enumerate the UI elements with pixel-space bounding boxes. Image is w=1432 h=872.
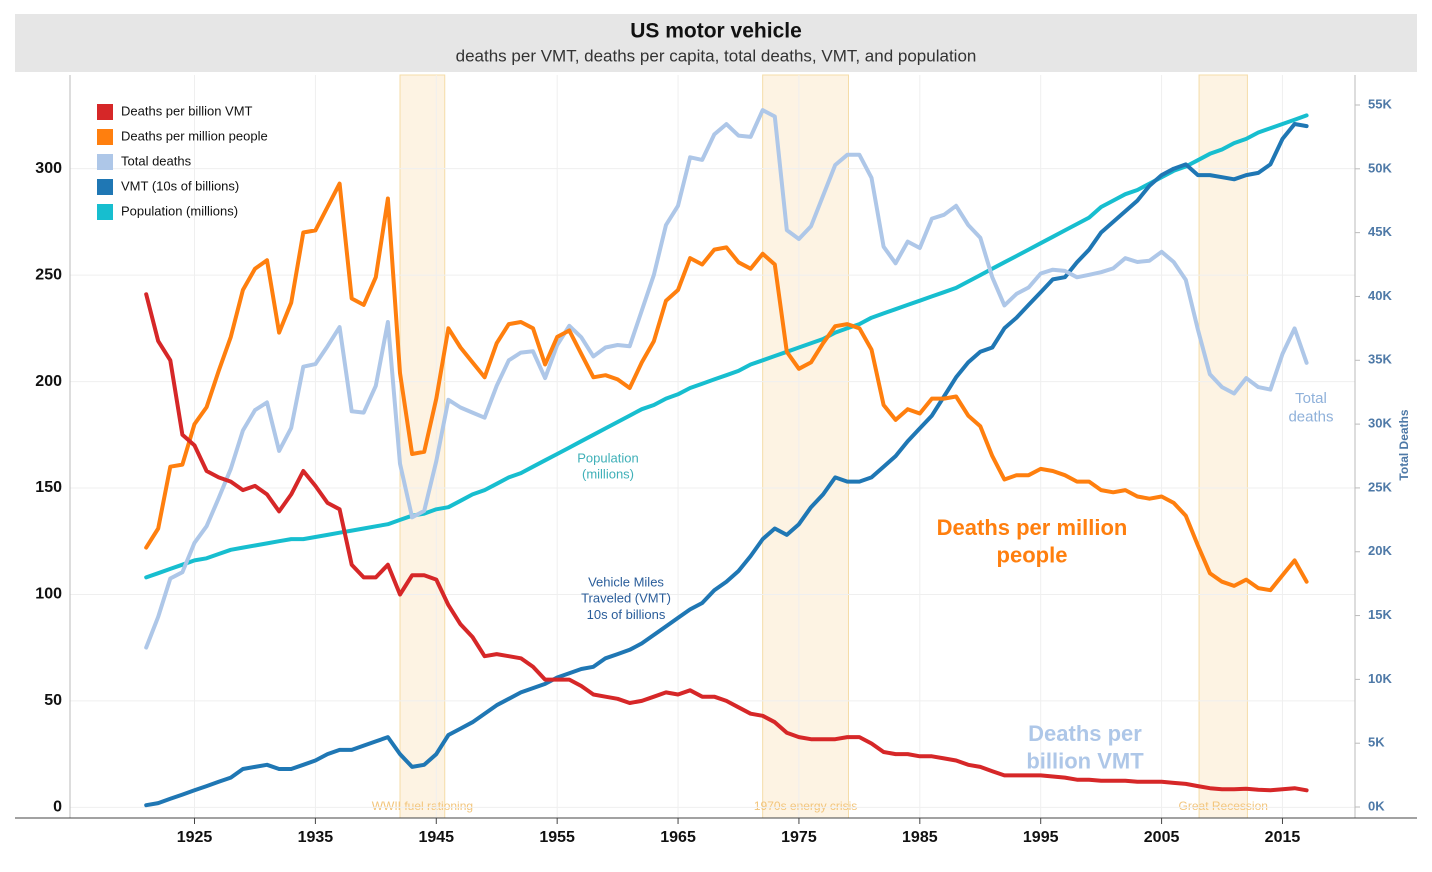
shaded-period-label: Great Recession	[1179, 799, 1268, 813]
x-tick-label: 1975	[781, 829, 817, 846]
y-tick-label: 200	[35, 373, 62, 390]
shaded-period	[762, 74, 849, 819]
y2-tick-label: 0K	[1368, 798, 1385, 813]
y2-tick-label: 25K	[1368, 479, 1392, 494]
chart-subtitle: deaths per VMT, deaths per capita, total…	[456, 46, 977, 65]
series-line	[144, 108, 1309, 650]
y-tick-label: 100	[35, 586, 62, 603]
shaded-period-label: 1970s energy crisis	[754, 799, 857, 813]
series-line	[144, 292, 1309, 793]
series-inline-label: Traveled (VMT)	[581, 591, 671, 606]
legend-swatch	[97, 204, 113, 220]
y-tick-label: 150	[35, 479, 62, 496]
y2-tick-label: 10K	[1368, 671, 1392, 686]
y2-tick-label: 5K	[1368, 735, 1385, 750]
series-inline-label: 10s of billions	[587, 607, 666, 622]
series-line	[144, 181, 1309, 593]
shaded-period	[1198, 74, 1248, 819]
x-tick-label: 1985	[902, 829, 938, 846]
legend-label: Population (millions)	[121, 203, 238, 218]
series-inline-label: people	[997, 542, 1068, 567]
legend-swatch	[97, 104, 113, 120]
series-inline-label: Total	[1295, 390, 1327, 407]
legend-label: Deaths per million people	[121, 128, 268, 143]
y-tick-label: 0	[53, 799, 62, 816]
x-tick-label: 2015	[1265, 829, 1301, 846]
legend-label: VMT (10s of billions)	[121, 178, 239, 193]
legend-label: Deaths per billion VMT	[121, 103, 253, 118]
y-tick-label: 250	[35, 266, 62, 283]
y2-tick-label: 35K	[1368, 352, 1392, 367]
x-tick-label: 1945	[418, 829, 454, 846]
shaded-period-label: WWII fuel rationing	[372, 799, 473, 813]
x-tick-label: 1995	[1023, 829, 1059, 846]
series-inline-label: (millions)	[582, 467, 634, 482]
y-tick-label: 300	[35, 160, 62, 177]
legend-swatch	[97, 129, 113, 145]
y2-tick-label: 40K	[1368, 288, 1392, 303]
chart-title: US motor vehicle	[630, 20, 802, 43]
y2-tick-label: 30K	[1368, 416, 1392, 431]
series-inline-label: deaths	[1288, 409, 1333, 426]
series-inline-label: Population	[577, 450, 638, 465]
y2-tick-label: 20K	[1368, 543, 1392, 558]
legend-label: Total deaths	[121, 153, 192, 168]
y-tick-label: 50	[44, 692, 62, 709]
x-tick-label: 1925	[177, 829, 213, 846]
series-inline-label: Vehicle Miles	[588, 574, 664, 589]
legend-swatch	[97, 154, 113, 170]
x-tick-label: 2005	[1144, 829, 1180, 846]
y2-tick-label: 55K	[1368, 96, 1392, 111]
y2-tick-label: 15K	[1368, 607, 1392, 622]
header-band	[15, 14, 1417, 72]
x-tick-label: 1965	[660, 829, 696, 846]
series-inline-label: billion VMT	[1026, 748, 1144, 773]
series-line	[144, 113, 1309, 580]
y2-axis-title: Total Deaths	[1397, 409, 1411, 480]
legend-swatch	[97, 179, 113, 195]
x-tick-label: 1935	[298, 829, 334, 846]
x-tick-label: 1955	[539, 829, 575, 846]
y2-tick-label: 50K	[1368, 160, 1392, 175]
series-inline-label: Deaths per	[1028, 721, 1142, 746]
y2-tick-label: 45K	[1368, 224, 1392, 239]
series-line	[144, 122, 1309, 808]
series-inline-label: Deaths per million	[937, 515, 1128, 540]
